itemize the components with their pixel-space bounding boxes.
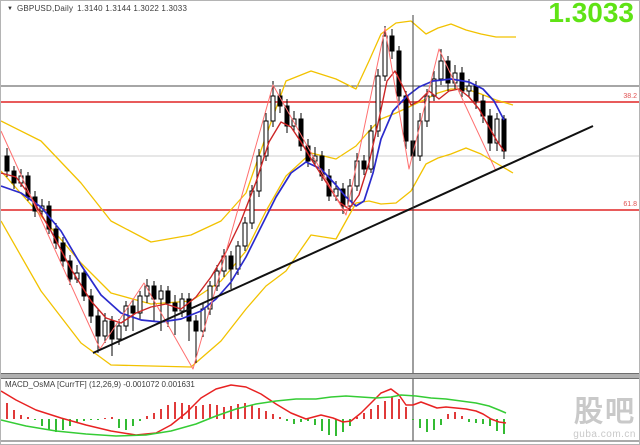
current-price-quote: 1.3033 xyxy=(548,0,634,28)
bollinger-middle-band xyxy=(1,88,514,305)
trendline xyxy=(92,125,594,354)
chart-title-bar: ▼ GBPUSD,Daily 1.3140 1.3144 1.3022 1.30… xyxy=(7,4,187,13)
fib-level-label-upper: 38.2 xyxy=(623,93,637,100)
watermark: 股吧 guba.com.cn xyxy=(573,396,636,441)
fib-level-label-lower: 61.8 xyxy=(623,201,637,208)
watermark-site: guba.com.cn xyxy=(573,429,636,440)
symbol-dropdown-icon: ▼ xyxy=(7,5,13,12)
chart-title-symbol: GBPUSD,Daily xyxy=(16,4,74,13)
chart-title-ohlc: 1.3140 1.3144 1.3022 1.3033 xyxy=(77,4,188,13)
bollinger-upper-band xyxy=(1,20,516,243)
ma-slow-blue xyxy=(1,78,505,323)
candlesticks xyxy=(4,26,507,363)
macd-histogram xyxy=(6,397,505,436)
ma-fast-red xyxy=(1,70,505,324)
zigzag-line xyxy=(1,27,497,370)
pane-separator[interactable] xyxy=(1,373,639,379)
macd-red-line xyxy=(1,384,507,436)
macd-green-line xyxy=(1,394,507,437)
bollinger-lower-band xyxy=(1,147,514,368)
macd-indicator-label: MACD_OsMA [CurrTF] (12,26,9) -0.001072 0… xyxy=(5,380,195,389)
watermark-brand: 股吧 xyxy=(573,396,636,428)
